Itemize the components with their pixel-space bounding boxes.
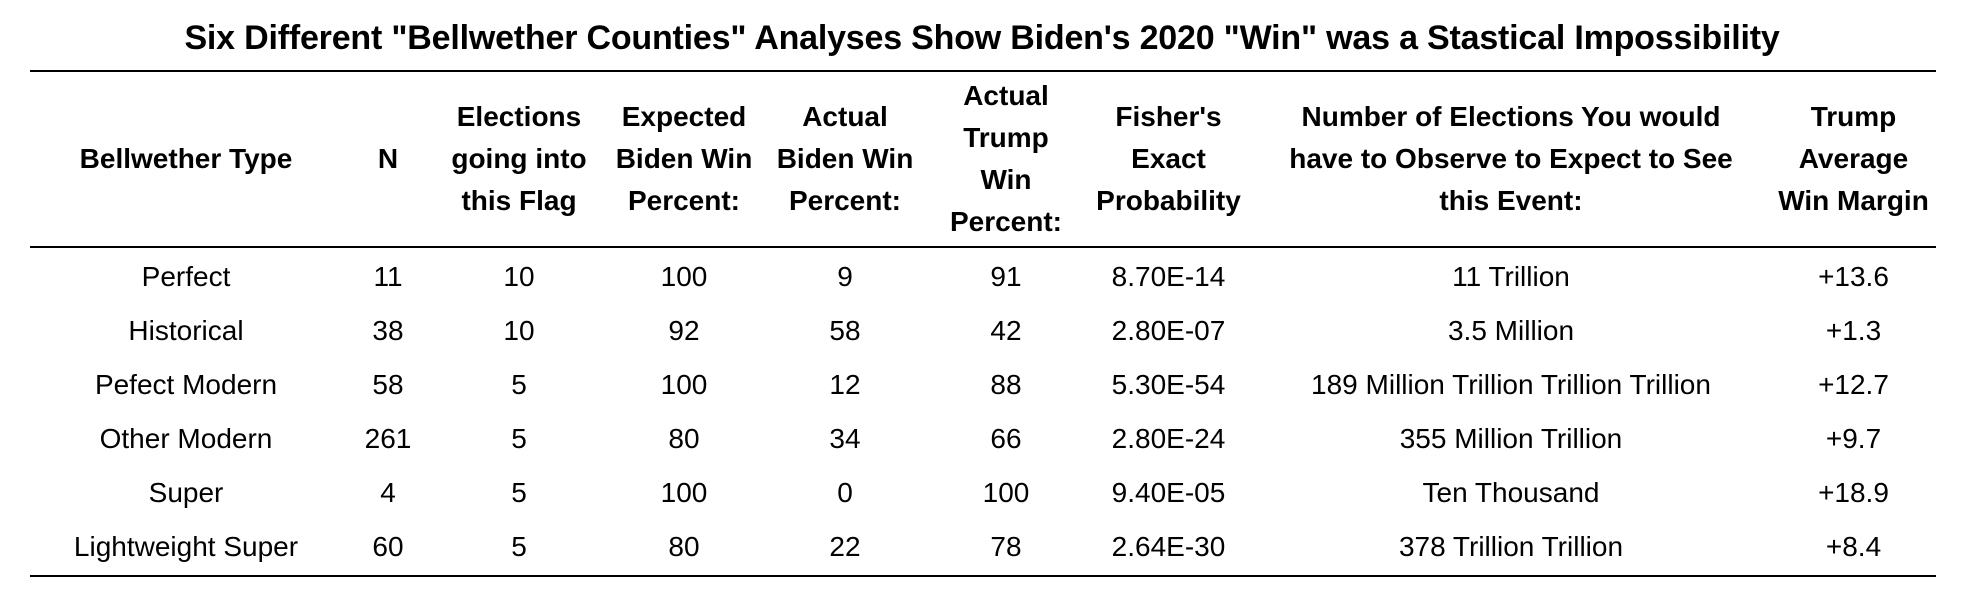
header-actual-biden: Actual Biden Win Percent:	[776, 101, 914, 216]
cell-actual-trump: 100	[982, 477, 1030, 508]
cell-elections: 5	[511, 477, 527, 508]
header-row: Bellwether Type N Elections going into t…	[30, 72, 1936, 246]
cell-trump-margin: +8.4	[1825, 531, 1882, 562]
cell-expected-biden: 92	[668, 315, 700, 346]
cell-fishers: 2.64E-30	[1111, 531, 1226, 562]
cell-bellwether-type: Super	[148, 477, 224, 508]
cell-elections: 10	[503, 261, 535, 292]
cell-n: 60	[372, 531, 404, 562]
cell-expected-biden: 80	[668, 531, 700, 562]
cell-actual-trump: 42	[990, 315, 1022, 346]
cell-fishers: 8.70E-14	[1111, 261, 1226, 292]
header-trump-margin: Trump Average Win Margin	[1778, 101, 1929, 216]
header-number-of-elections: Number of Elections You would have to Ob…	[1289, 101, 1733, 216]
cell-expected-biden: 100	[660, 369, 708, 400]
cell-expected-biden: 80	[668, 423, 700, 454]
cell-elections: 5	[511, 531, 527, 562]
cell-actual-biden: 58	[829, 315, 861, 346]
cell-fishers: 5.30E-54	[1111, 369, 1226, 400]
table-row: Historical 38 10 92 58 42 2.80E-07 3.5 M…	[30, 304, 1936, 358]
cell-number-of-elections: Ten Thousand	[1422, 477, 1600, 508]
table-row: Other Modern 261 5 80 34 66 2.80E-24 355…	[30, 412, 1936, 466]
cell-n: 38	[372, 315, 404, 346]
cell-number-of-elections: 189 Million Trillion Trillion Trillion	[1311, 369, 1711, 400]
table-row: Pefect Modern 58 5 100 12 88 5.30E-54 18…	[30, 358, 1936, 412]
cell-bellwether-type: Lightweight Super	[73, 531, 299, 562]
cell-actual-biden: 34	[829, 423, 861, 454]
cell-fishers: 2.80E-07	[1111, 315, 1226, 346]
cell-expected-biden: 100	[660, 477, 708, 508]
cell-number-of-elections: 11 Trillion	[1452, 261, 1570, 292]
header-elections: Elections going into this Flag	[451, 101, 587, 216]
cell-n: 58	[372, 369, 404, 400]
cell-n: 261	[364, 423, 412, 454]
bottom-rule	[30, 575, 1936, 577]
header-bellwether-type: Bellwether Type	[79, 143, 293, 174]
cell-fishers: 2.80E-24	[1111, 423, 1226, 454]
cell-actual-trump: 78	[990, 531, 1022, 562]
cell-actual-biden: 0	[837, 477, 853, 508]
cell-bellwether-type: Perfect	[141, 261, 231, 292]
cell-expected-biden: 100	[660, 261, 708, 292]
page-title: Six Different "Bellwether Counties" Anal…	[184, 19, 1780, 57]
cell-number-of-elections: 378 Trillion Trillion	[1398, 531, 1624, 562]
top-rule	[30, 70, 1936, 72]
cell-trump-margin: +13.6	[1818, 261, 1889, 292]
cell-trump-margin: +1.3	[1825, 315, 1882, 346]
cell-elections: 10	[503, 315, 535, 346]
cell-actual-biden: 9	[837, 261, 853, 292]
cell-actual-biden: 12	[829, 369, 861, 400]
cell-actual-trump: 91	[990, 261, 1022, 292]
bellwether-table: Bellwether Type N Elections going into t…	[30, 72, 1936, 574]
cell-trump-margin: +18.9	[1818, 477, 1889, 508]
cell-trump-margin: +12.7	[1818, 369, 1889, 400]
header-rule	[30, 246, 1936, 248]
cell-fishers: 9.40E-05	[1111, 477, 1226, 508]
table-row: Lightweight Super 60 5 80 22 78 2.64E-30…	[30, 520, 1936, 574]
cell-actual-trump: 88	[990, 369, 1022, 400]
cell-bellwether-type: Historical	[128, 315, 244, 346]
cell-number-of-elections: 355 Million Trillion	[1399, 423, 1623, 454]
table-row: Super 4 5 100 0 100 9.40E-05 Ten Thousan…	[30, 466, 1936, 520]
cell-elections: 5	[511, 369, 527, 400]
cell-trump-margin: +9.7	[1825, 423, 1882, 454]
cell-actual-biden: 22	[829, 531, 861, 562]
header-expected-biden: Expected Biden Win Percent:	[615, 101, 753, 216]
table-row: Perfect 11 10 100 9 91 8.70E-14 11 Trill…	[30, 246, 1936, 304]
cell-elections: 5	[511, 423, 527, 454]
cell-n: 11	[373, 261, 403, 292]
cell-actual-trump: 66	[990, 423, 1022, 454]
header-fishers: Fisher's Exact Probability	[1096, 101, 1241, 216]
cell-number-of-elections: 3.5 Million	[1447, 315, 1575, 346]
cell-n: 4	[380, 477, 396, 508]
header-n: N	[377, 143, 399, 174]
cell-bellwether-type: Pefect Modern	[94, 369, 278, 400]
cell-bellwether-type: Other Modern	[99, 423, 273, 454]
header-actual-trump: Actual Trump Win Percent:	[949, 80, 1063, 237]
